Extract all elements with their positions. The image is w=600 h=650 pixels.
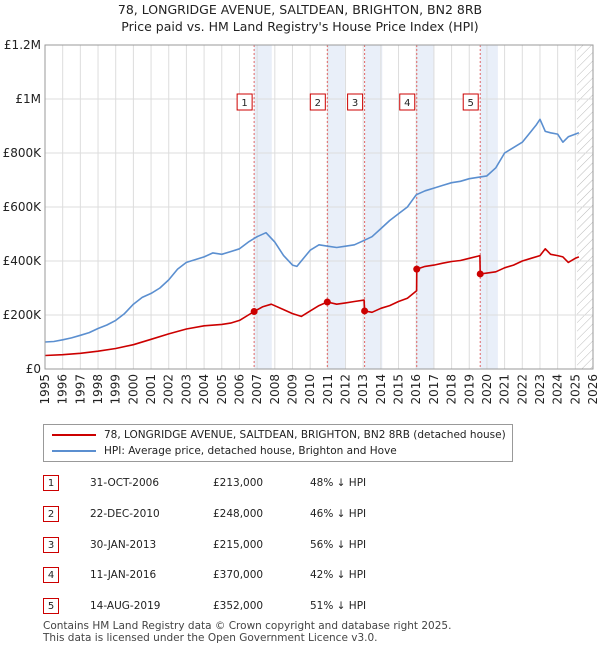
- sale-price: £248,000: [213, 508, 264, 520]
- sale-number-badge: 1: [43, 475, 59, 491]
- x-tick-label: 2017: [427, 374, 441, 405]
- y-tick-label: £0: [26, 362, 41, 376]
- x-tick-label: 1997: [73, 374, 87, 405]
- sale-hpi-diff: 42% ↓ HPI: [310, 569, 367, 581]
- sale-row: 1 31-OCT-2006 £213,000 48% ↓ HPI: [43, 474, 543, 494]
- sale-label-number: 4: [404, 98, 410, 109]
- x-tick-label: 2009: [285, 374, 299, 405]
- x-tick-label: 2021: [498, 374, 512, 405]
- x-tick-label: 2013: [356, 374, 370, 405]
- x-tick-label: 2004: [197, 374, 211, 405]
- x-tick-label: 2006: [232, 374, 246, 405]
- x-tick-label: 2022: [515, 374, 529, 405]
- x-tick-label: 2025: [568, 374, 582, 405]
- x-tick-label: 2020: [480, 374, 494, 405]
- x-tick-label: 2002: [162, 374, 176, 405]
- x-tick-label: 2001: [144, 374, 158, 405]
- sale-point: [361, 307, 369, 315]
- sale-number-badge: 4: [43, 567, 59, 583]
- y-tick-label: £200K: [3, 308, 43, 322]
- x-tick-label: 2008: [268, 374, 282, 405]
- x-tick-label: 2024: [551, 374, 565, 405]
- x-tick-label: 2026: [586, 374, 600, 405]
- x-tick-label: 2012: [339, 374, 353, 405]
- sale-label-box: [236, 93, 253, 111]
- sale-label-number: 1: [241, 98, 247, 109]
- x-tick-label: 1995: [38, 374, 52, 405]
- y-tick-label: £1.2M: [4, 38, 41, 52]
- sale-label-box: [347, 93, 364, 111]
- sale-row: 4 11-JAN-2016 £370,000 42% ↓ HPI: [43, 566, 543, 586]
- sale-price: £215,000: [213, 539, 264, 551]
- legend-item-property: 78, LONGRIDGE AVENUE, SALTDEAN, BRIGHTON…: [52, 427, 506, 443]
- x-tick-label: 2010: [303, 374, 317, 405]
- x-tick-label: 2016: [409, 374, 423, 405]
- chart-title: 78, LONGRIDGE AVENUE, SALTDEAN, BRIGHTON…: [117, 2, 483, 17]
- x-tick-label: 2011: [321, 374, 335, 405]
- sale-price: £352,000: [213, 600, 264, 612]
- legend-swatch-hpi: [52, 450, 96, 452]
- plot-frame: [44, 44, 594, 370]
- x-tick-label: 2007: [250, 374, 264, 405]
- sale-label-box: [399, 93, 416, 111]
- sale-date: 14-AUG-2019: [90, 600, 161, 612]
- sale-hpi-diff: 51% ↓ HPI: [310, 600, 367, 612]
- sale-label-box: [462, 93, 479, 111]
- y-tick-label: £600K: [3, 200, 43, 214]
- legend: 78, LONGRIDGE AVENUE, SALTDEAN, BRIGHTON…: [43, 424, 513, 462]
- property-series-line: [44, 248, 580, 357]
- x-tick-label: 1998: [91, 374, 105, 405]
- sale-hpi-diff: 48% ↓ HPI: [310, 477, 367, 489]
- sale-point: [250, 307, 258, 315]
- sale-date: 22-DEC-2010: [90, 508, 160, 520]
- legend-label-property: 78, LONGRIDGE AVENUE, SALTDEAN, BRIGHTON…: [104, 429, 506, 441]
- x-tick-label: 2005: [215, 374, 229, 405]
- sale-date: 11-JAN-2016: [90, 569, 157, 581]
- sale-point: [323, 298, 331, 306]
- x-tick-label: 2015: [392, 374, 406, 405]
- sale-label-box: [309, 93, 326, 111]
- sale-hpi-diff: 46% ↓ HPI: [310, 508, 367, 520]
- sale-label-number: 3: [352, 98, 358, 109]
- x-tick-label: 2023: [533, 374, 547, 405]
- legend-label-hpi: HPI: Average price, detached house, Brig…: [104, 445, 397, 457]
- footer-licence: This data is licensed under the Open Gov…: [43, 632, 378, 644]
- x-tick-label: 2000: [126, 374, 140, 405]
- chart-subtitle: Price paid vs. HM Land Registry's House …: [121, 19, 479, 34]
- sale-number-badge: 3: [43, 537, 59, 553]
- legend-swatch-property: [52, 434, 96, 436]
- sale-number-badge: 5: [43, 598, 59, 614]
- sale-row: 3 30-JAN-2013 £215,000 56% ↓ HPI: [43, 536, 543, 556]
- sale-number-badge: 2: [43, 506, 59, 522]
- y-tick-label: £1M: [15, 92, 41, 106]
- x-tick-label: 2019: [462, 374, 476, 405]
- sale-date: 31-OCT-2006: [90, 477, 159, 489]
- hpi-series-line: [44, 118, 580, 343]
- sale-date: 30-JAN-2013: [90, 539, 157, 551]
- sale-price: £213,000: [213, 477, 264, 489]
- sale-label-number: 5: [468, 98, 474, 109]
- x-tick-label: 2014: [374, 374, 388, 405]
- x-tick-label: 2018: [445, 374, 459, 405]
- sale-row: 5 14-AUG-2019 £352,000 51% ↓ HPI: [43, 597, 543, 617]
- x-tick-label: 1999: [109, 374, 123, 405]
- x-tick-label: 1996: [56, 374, 70, 405]
- sale-hpi-diff: 56% ↓ HPI: [310, 539, 367, 551]
- y-tick-label: £800K: [3, 146, 43, 160]
- sale-row: 2 22-DEC-2010 £248,000 46% ↓ HPI: [43, 505, 543, 525]
- sale-label-number: 2: [315, 98, 321, 109]
- sale-point: [413, 265, 421, 273]
- sale-point: [476, 270, 484, 278]
- sale-price: £370,000: [213, 569, 264, 581]
- footer-copyright: Contains HM Land Registry data © Crown c…: [43, 620, 452, 632]
- y-tick-label: £400K: [3, 254, 43, 268]
- x-tick-label: 2003: [179, 374, 193, 405]
- legend-item-hpi: HPI: Average price, detached house, Brig…: [52, 443, 397, 459]
- price-chart: 1 2 3 4 5 £0 £200K £400K £600K £800K £1M £1.2M 1995 1…: [3, 38, 600, 405]
